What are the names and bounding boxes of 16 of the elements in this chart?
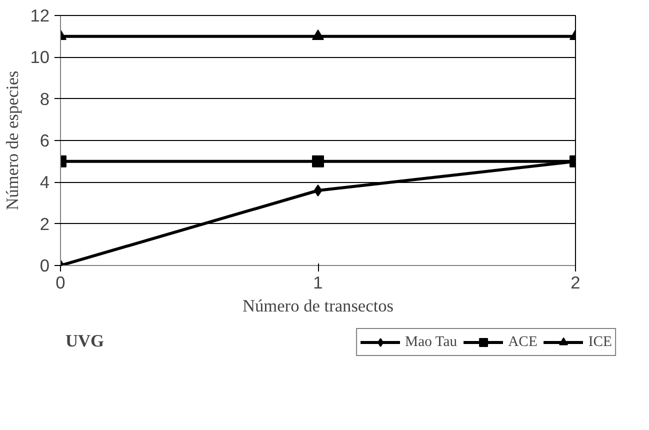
y-tick-label: 12 — [30, 6, 50, 26]
x-tick-label: 2 — [570, 272, 580, 292]
legend-label: Mao Tau — [405, 334, 458, 350]
text: UVG — [66, 332, 104, 350]
y-tick-label: 10 — [30, 47, 50, 68]
x-tick-label: 0 — [56, 272, 66, 292]
y-axis-title: Número de especies — [3, 70, 22, 210]
x-axis-title: Número de transectos — [242, 296, 394, 316]
x-tick-label: 1 — [313, 272, 323, 292]
y-tick-label: 4 — [40, 172, 50, 192]
y-tick-label: 2 — [40, 214, 50, 234]
legend-label: ICE — [588, 334, 612, 350]
legend-label: ACE — [508, 334, 538, 350]
y-tick-label: 8 — [40, 88, 50, 109]
y-tick-label: 0 — [40, 256, 50, 276]
y-tick-label: 6 — [40, 130, 50, 150]
